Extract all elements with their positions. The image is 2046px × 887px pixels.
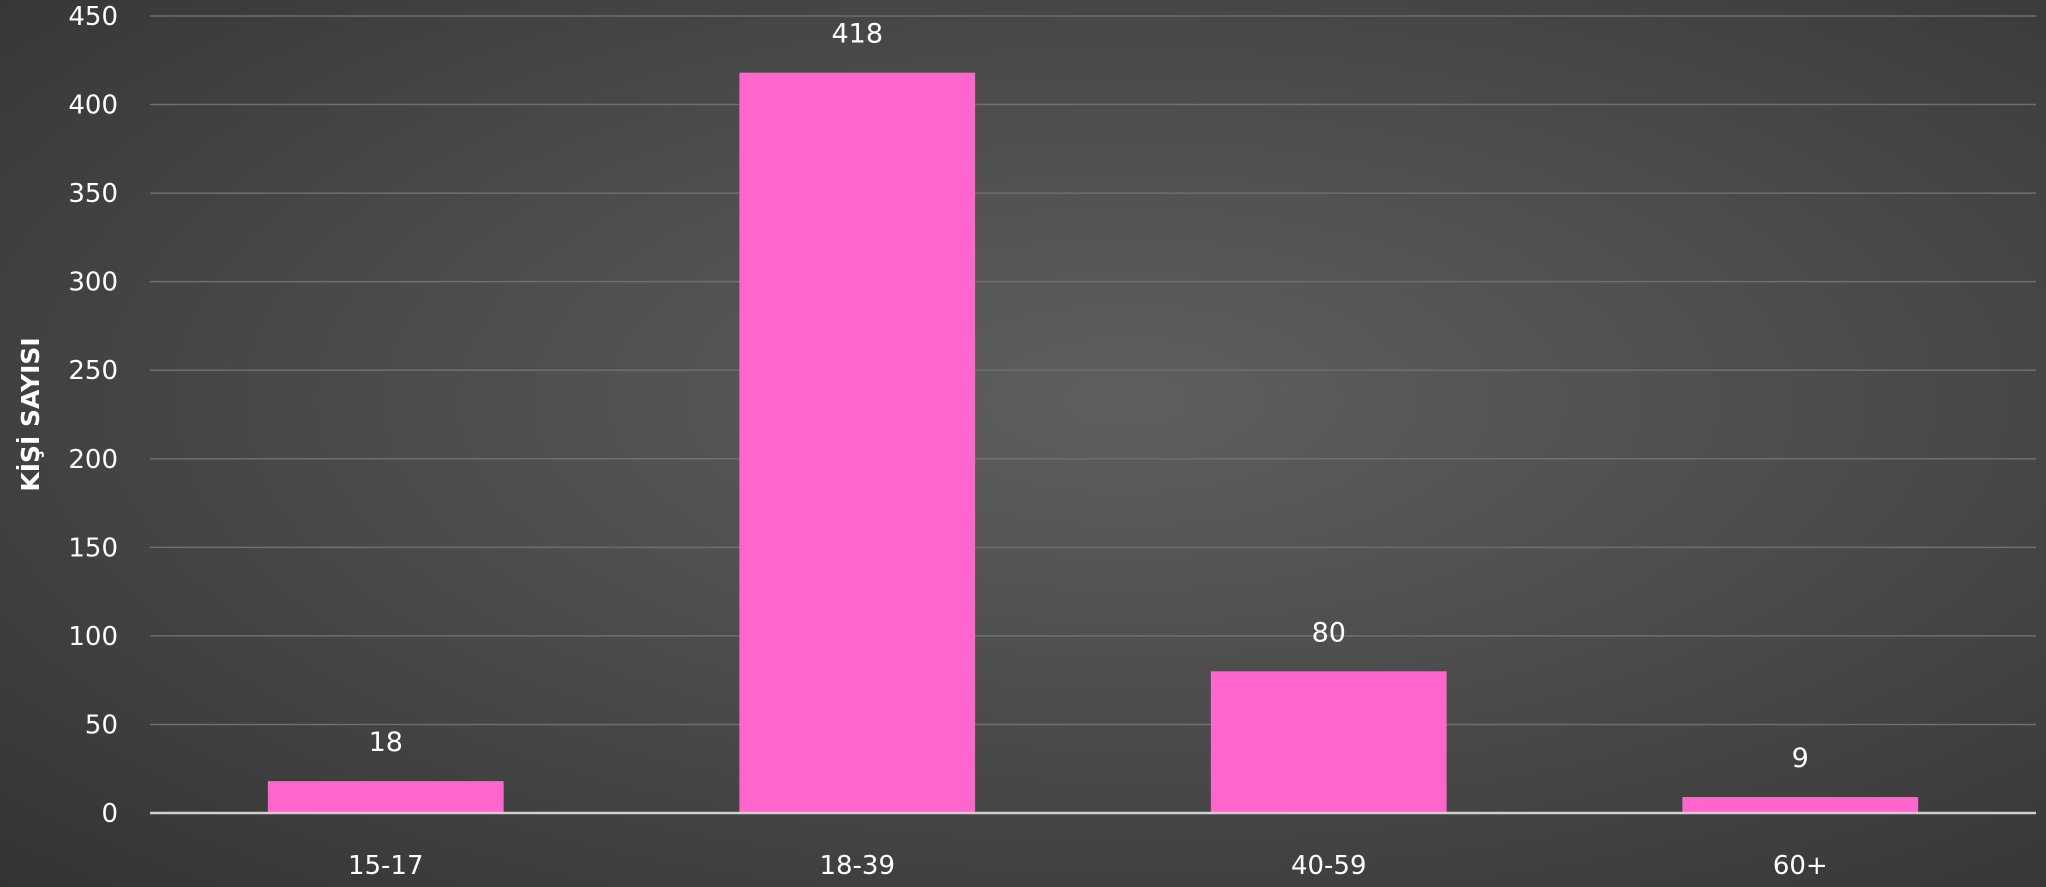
- y-tick-label: 300: [68, 268, 118, 298]
- data-label: 9: [1792, 743, 1809, 774]
- bar-15-17: [267, 781, 504, 813]
- x-axis-ticks: 15-17 18-39 40-59 60+: [348, 851, 1828, 881]
- y-axis-title: KİŞİ SAYISI: [15, 337, 45, 491]
- y-tick-label: 50: [85, 710, 118, 740]
- bars: [267, 72, 1919, 814]
- y-tick-label: 200: [68, 445, 118, 475]
- y-tick-label: 150: [68, 533, 118, 563]
- x-tick-label: 15-17: [348, 851, 424, 881]
- x-tick-label: 18-39: [819, 851, 895, 881]
- y-axis-ticks: 0 50 100 150 200 250 300 350 400 450: [68, 2, 118, 829]
- y-tick-label: 350: [68, 179, 118, 209]
- y-tick-label: 0: [101, 799, 118, 829]
- data-labels: 18 418 80 9: [369, 19, 1809, 774]
- x-tick-label: 60+: [1773, 851, 1828, 881]
- bar-40-59: [1210, 671, 1447, 813]
- data-label: 418: [831, 19, 883, 50]
- y-tick-label: 400: [68, 91, 118, 121]
- data-label: 80: [1312, 617, 1346, 648]
- bar-60+: [1682, 797, 1919, 813]
- y-tick-label: 250: [68, 356, 118, 386]
- gridlines: [150, 15, 2036, 726]
- y-tick-label: 450: [68, 2, 118, 32]
- y-tick-label: 100: [68, 622, 118, 652]
- bar-18-39: [739, 72, 976, 814]
- data-label: 18: [369, 727, 403, 758]
- x-tick-label: 40-59: [1291, 851, 1367, 881]
